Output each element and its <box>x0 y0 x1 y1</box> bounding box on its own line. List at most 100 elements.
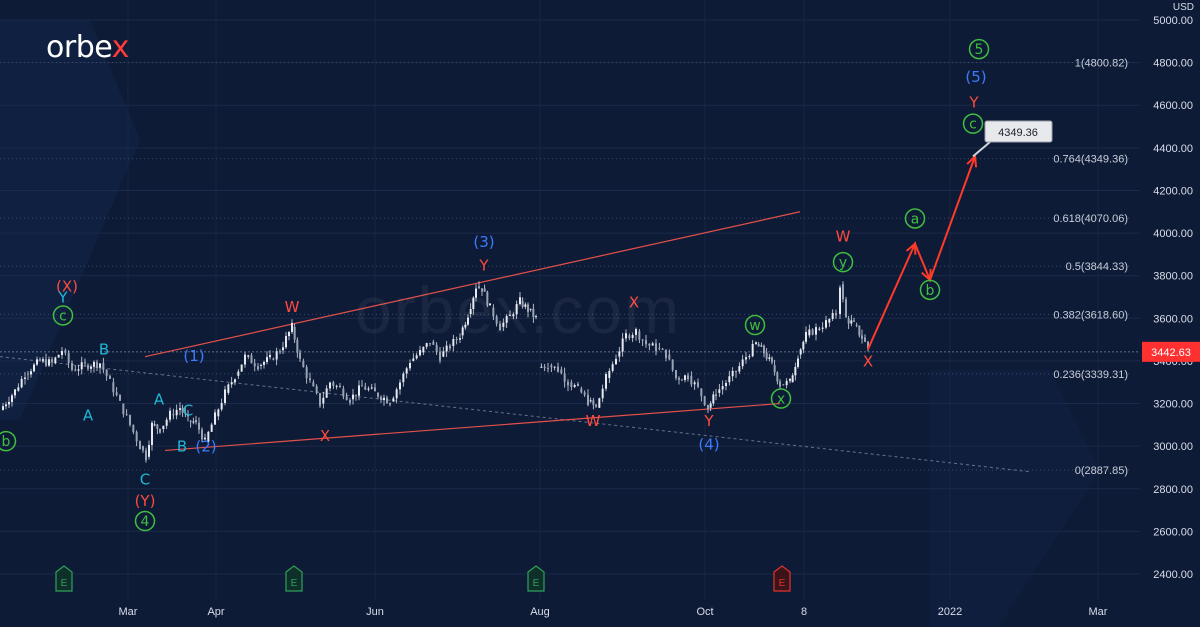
candle-body <box>342 388 345 397</box>
candle-body <box>638 331 641 340</box>
candle-body <box>442 351 445 357</box>
candle-body <box>655 343 657 352</box>
candle-body <box>172 414 175 416</box>
x-tick-label: Oct <box>696 606 713 618</box>
candle-body <box>867 341 869 349</box>
candle-body <box>54 357 57 364</box>
candle-body <box>489 303 491 306</box>
candle-body <box>17 387 20 391</box>
candle-body <box>467 317 469 325</box>
last-price-tag: 3442.63 <box>1142 341 1200 362</box>
candle-body <box>486 291 489 306</box>
candle-body <box>725 382 727 387</box>
candle-body <box>266 357 268 363</box>
candle-body <box>234 379 236 383</box>
candle-body <box>325 388 328 398</box>
candle-body <box>563 373 566 382</box>
y-tick-label: 2600.00 <box>1153 526 1193 538</box>
fib-level-label: 0.382(3618.60) <box>1053 309 1128 321</box>
x-tick-label: Mar <box>119 606 138 618</box>
trendline-dotted <box>0 356 1031 473</box>
candle-body <box>799 349 802 355</box>
candle-body <box>105 369 108 377</box>
candle-body <box>45 359 47 366</box>
currency-label: USD <box>1172 2 1194 13</box>
candle-body <box>51 359 53 363</box>
candle-body <box>835 312 837 316</box>
projection-arrowhead <box>905 241 917 255</box>
candle-body <box>760 345 763 347</box>
candle-body <box>184 412 187 414</box>
candle-body <box>509 314 511 316</box>
candle-body <box>244 354 246 365</box>
wave-label: b <box>2 434 11 450</box>
candle-body <box>595 404 597 407</box>
candle-body <box>828 319 831 323</box>
candle-body <box>671 359 674 371</box>
candle-body <box>635 329 637 335</box>
candle-body <box>850 320 853 324</box>
candle-body <box>601 388 604 399</box>
candle-body <box>779 381 781 387</box>
event-marker-label: E <box>61 578 68 589</box>
candle-body <box>412 358 415 361</box>
event-marker-label: E <box>291 578 298 589</box>
wave-label-circle <box>744 314 766 336</box>
wave-label-circle <box>134 510 156 532</box>
y-tick-label: 4800.00 <box>1153 58 1193 70</box>
candle-body <box>115 392 118 396</box>
candle-body <box>776 372 779 382</box>
candle-body <box>148 445 150 457</box>
candle-body <box>815 327 817 335</box>
candle-body <box>469 309 472 315</box>
candle-body <box>227 384 230 393</box>
wave-label: Y <box>968 93 979 111</box>
candle-body <box>847 318 850 324</box>
candle-body <box>651 343 654 346</box>
wave-label: a <box>911 211 920 227</box>
wave-label: W <box>836 228 851 246</box>
candle-body <box>260 364 262 366</box>
candle-body <box>322 397 325 404</box>
fib-level-label: 1(4800.82) <box>1075 57 1128 69</box>
wave-label: W <box>586 412 601 430</box>
wave-label: (X) <box>56 278 78 296</box>
candle-body <box>505 315 508 323</box>
event-marker-badge <box>773 565 791 592</box>
target-callout: 4349.36 <box>972 120 1053 158</box>
candle-body <box>512 314 515 317</box>
wave-label: 4 <box>141 514 150 530</box>
fib-level-label: 0.236(3339.31) <box>1053 369 1128 381</box>
candle-body <box>67 352 70 364</box>
candle-body <box>361 385 363 387</box>
candle-body <box>122 403 125 415</box>
candle-body <box>339 385 341 388</box>
candle-body <box>502 322 505 327</box>
candle-body <box>74 369 77 371</box>
candle-body <box>291 322 293 332</box>
candle-body <box>374 387 376 392</box>
candle-body <box>577 384 579 386</box>
candle-body <box>645 340 647 345</box>
candle-body <box>250 355 253 364</box>
candle-body <box>589 400 592 402</box>
candle-body <box>156 424 159 429</box>
event-marker-badge <box>527 565 545 592</box>
candle-body <box>27 373 29 375</box>
candle-body <box>179 408 181 410</box>
candle-body <box>439 351 441 361</box>
candle-body <box>445 345 448 352</box>
wave-label: Y <box>478 256 489 274</box>
candle-body <box>405 368 408 374</box>
candle-body <box>429 343 431 345</box>
candle-body <box>573 385 576 388</box>
candle-body <box>675 370 677 379</box>
candle-body <box>269 354 271 358</box>
wave-label-circle <box>0 430 17 452</box>
wave-label: w <box>749 318 760 334</box>
candle-body <box>771 357 773 363</box>
wave-label: (2) <box>195 437 216 455</box>
candle-body <box>707 404 709 410</box>
candle-body <box>181 407 184 413</box>
candle-body <box>293 326 296 340</box>
